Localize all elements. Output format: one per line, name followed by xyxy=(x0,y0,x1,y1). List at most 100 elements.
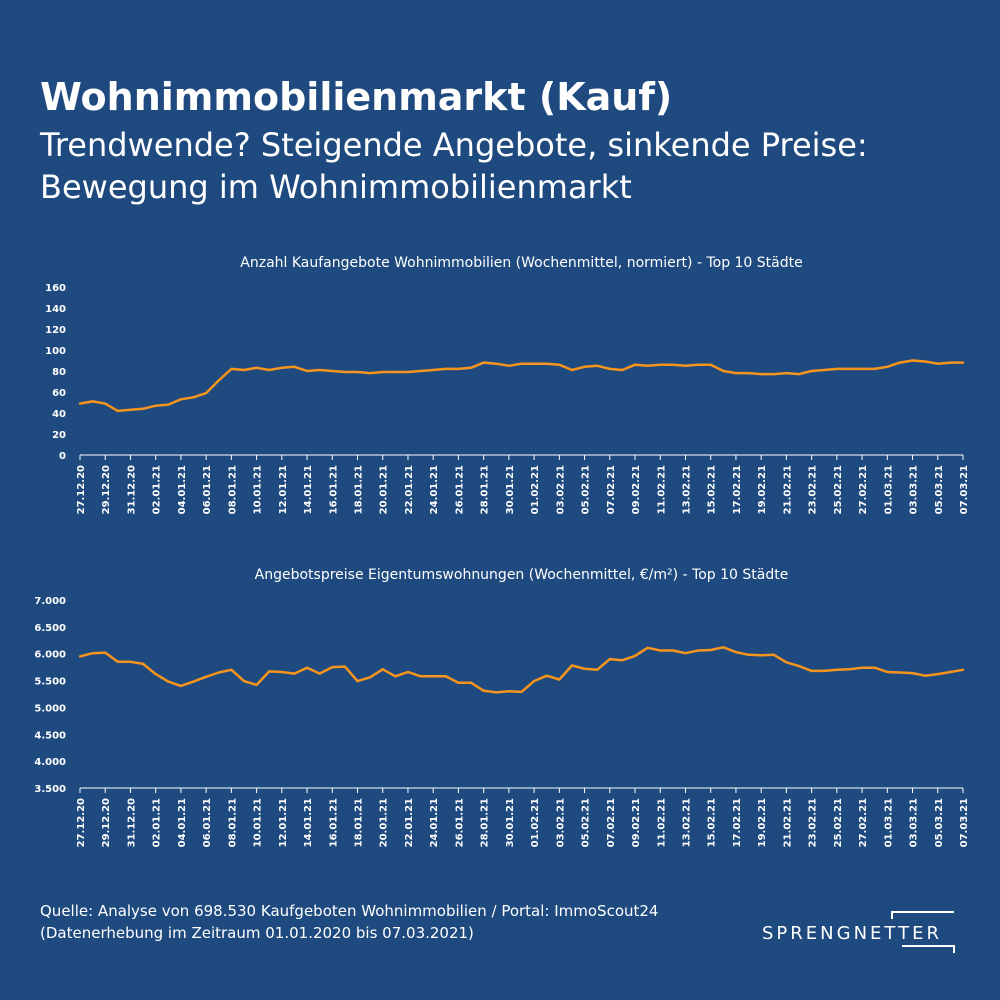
data-point xyxy=(886,670,889,674)
x-tick-label: 07.02.21 xyxy=(606,465,617,514)
source-note: Quelle: Analyse von 698.530 Kaufgeboten … xyxy=(40,900,658,944)
y-tick-label: 100 xyxy=(45,346,66,357)
data-point xyxy=(583,365,586,368)
x-tick-label: 22.01.21 xyxy=(404,465,415,514)
y-tick-label: 120 xyxy=(45,325,66,336)
data-point xyxy=(406,370,410,374)
x-tick-label: 02.01.21 xyxy=(152,465,163,514)
data-point xyxy=(268,368,271,372)
x-tick-label: 27.12.20 xyxy=(76,798,87,847)
chart-title: Angebotspreise Eigentumswohnungen (Woche… xyxy=(255,567,789,583)
y-tick-label: 5.500 xyxy=(34,677,66,688)
apartment-price-chart: Angebotspreise Eigentumswohnungen (Woche… xyxy=(34,567,970,847)
data-point xyxy=(911,359,914,362)
data-point xyxy=(759,654,763,657)
data-point xyxy=(331,369,334,373)
x-tick-label: 11.02.21 xyxy=(656,465,667,514)
data-point xyxy=(356,370,359,374)
x-tick-label: 29.12.20 xyxy=(101,465,112,514)
data-point xyxy=(759,372,763,376)
data-point xyxy=(532,362,536,365)
x-tick-label: 12.01.21 xyxy=(278,798,289,847)
x-tick-label: 09.02.21 xyxy=(631,798,642,847)
x-tick-label: 07.02.21 xyxy=(606,798,617,847)
data-point xyxy=(469,366,473,370)
y-tick-label: 3.500 xyxy=(34,784,66,795)
data-point xyxy=(469,681,473,684)
y-tick-label: 80 xyxy=(52,367,66,378)
data-point xyxy=(734,650,738,654)
data-point xyxy=(154,672,157,676)
source-line-1: Quelle: Analyse von 698.530 Kaufgeboten … xyxy=(40,902,659,920)
x-tick-label: 02.01.21 xyxy=(152,798,163,847)
x-tick-label: 05.03.21 xyxy=(934,798,945,847)
x-tick-label: 25.02.21 xyxy=(833,798,844,847)
data-point xyxy=(343,370,347,374)
data-point xyxy=(608,657,611,661)
data-point xyxy=(810,369,813,373)
data-point xyxy=(835,367,839,371)
data-point xyxy=(570,368,574,372)
y-tick-label: 60 xyxy=(52,388,66,399)
x-tick-label: 10.01.21 xyxy=(253,798,264,847)
data-point xyxy=(558,363,561,366)
data-point xyxy=(204,391,208,395)
data-point xyxy=(671,649,675,652)
x-tick-label: 14.01.21 xyxy=(303,798,314,847)
data-point xyxy=(419,369,422,373)
data-point xyxy=(343,665,347,668)
data-point xyxy=(217,671,220,674)
data-point xyxy=(368,676,372,679)
data-point xyxy=(936,362,939,365)
data-point xyxy=(621,368,624,372)
x-tick-label: 15.02.21 xyxy=(707,465,718,514)
y-tick-label: 0 xyxy=(59,451,66,462)
x-tick-label: 03.03.21 xyxy=(909,465,920,514)
data-point xyxy=(255,683,258,687)
data-point xyxy=(923,360,927,363)
data-point xyxy=(949,361,952,364)
data-point xyxy=(331,665,334,669)
data-point xyxy=(242,679,246,683)
x-tick-label: 24.01.21 xyxy=(429,465,440,514)
data-point xyxy=(545,362,548,365)
data-point xyxy=(280,670,284,674)
x-tick-label: 16.01.21 xyxy=(328,465,339,514)
data-point xyxy=(507,364,511,367)
x-tick-label: 23.02.21 xyxy=(808,798,819,847)
x-tick-label: 05.02.21 xyxy=(581,798,592,847)
data-point xyxy=(898,671,902,674)
data-point xyxy=(659,363,662,366)
y-tick-label: 4.000 xyxy=(34,757,66,768)
data-point xyxy=(646,364,649,367)
data-point xyxy=(394,370,397,374)
data-point xyxy=(482,689,485,692)
x-tick-label: 07.03.21 xyxy=(959,798,970,847)
y-tick-label: 6.500 xyxy=(34,623,66,634)
x-tick-label: 19.02.21 xyxy=(757,465,768,514)
x-tick-label: 29.12.20 xyxy=(101,798,112,847)
y-tick-label: 40 xyxy=(52,409,66,420)
x-tick-label: 30.01.21 xyxy=(505,798,516,847)
data-point xyxy=(633,654,637,658)
y-tick-label: 160 xyxy=(45,283,66,294)
data-point xyxy=(848,668,851,671)
data-point xyxy=(116,660,120,663)
data-point xyxy=(747,653,750,656)
data-point xyxy=(495,362,498,365)
data-point xyxy=(230,367,233,371)
data-point xyxy=(217,379,220,382)
data-point xyxy=(785,371,788,375)
data-point xyxy=(772,372,775,376)
data-point xyxy=(482,361,485,364)
data-point xyxy=(356,679,359,683)
data-point xyxy=(570,664,574,667)
x-tick-label: 24.01.21 xyxy=(429,798,440,847)
data-point xyxy=(432,368,435,372)
data-point xyxy=(923,674,927,677)
data-point xyxy=(318,672,321,675)
page-subtitle: Trendwende? Steigende Angebote, sinkende… xyxy=(40,126,868,206)
data-point xyxy=(230,668,233,672)
x-tick-label: 01.03.21 xyxy=(883,798,894,847)
x-tick-label: 01.02.21 xyxy=(530,798,541,847)
